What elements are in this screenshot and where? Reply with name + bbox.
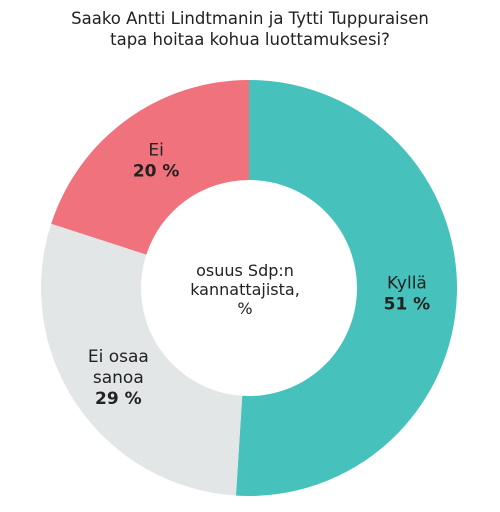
slice-label: Kyllä <box>387 273 427 293</box>
center-label: osuus Sdp:n kannattajista, % <box>190 261 300 318</box>
slice-ei <box>51 80 250 255</box>
center-label-line-3: % <box>237 299 252 318</box>
chart-title-line-1: Saako Antti Lindtmanin ja Tytti Tuppurai… <box>71 9 429 28</box>
slice-value-label: 29 % <box>95 389 142 409</box>
slice-value-label: 51 % <box>384 294 431 314</box>
chart-title-line-2: tapa hoitaa kohua luottamuksesi? <box>110 30 390 49</box>
slice-value-label: 20 % <box>133 162 180 182</box>
slice-label: sanoa <box>93 368 144 388</box>
slice-ei-osaa-sanoa <box>40 223 243 496</box>
slice-label: Ei <box>148 141 163 161</box>
donut-slices <box>40 80 457 496</box>
slice-label: Ei osaa <box>88 347 149 367</box>
chart-title: Saako Antti Lindtmanin ja Tytti Tuppurai… <box>0 8 500 50</box>
center-label-line-2: kannattajista, <box>190 280 300 299</box>
center-label-line-1: osuus Sdp:n <box>196 261 294 280</box>
slice-kyllä <box>235 80 457 496</box>
